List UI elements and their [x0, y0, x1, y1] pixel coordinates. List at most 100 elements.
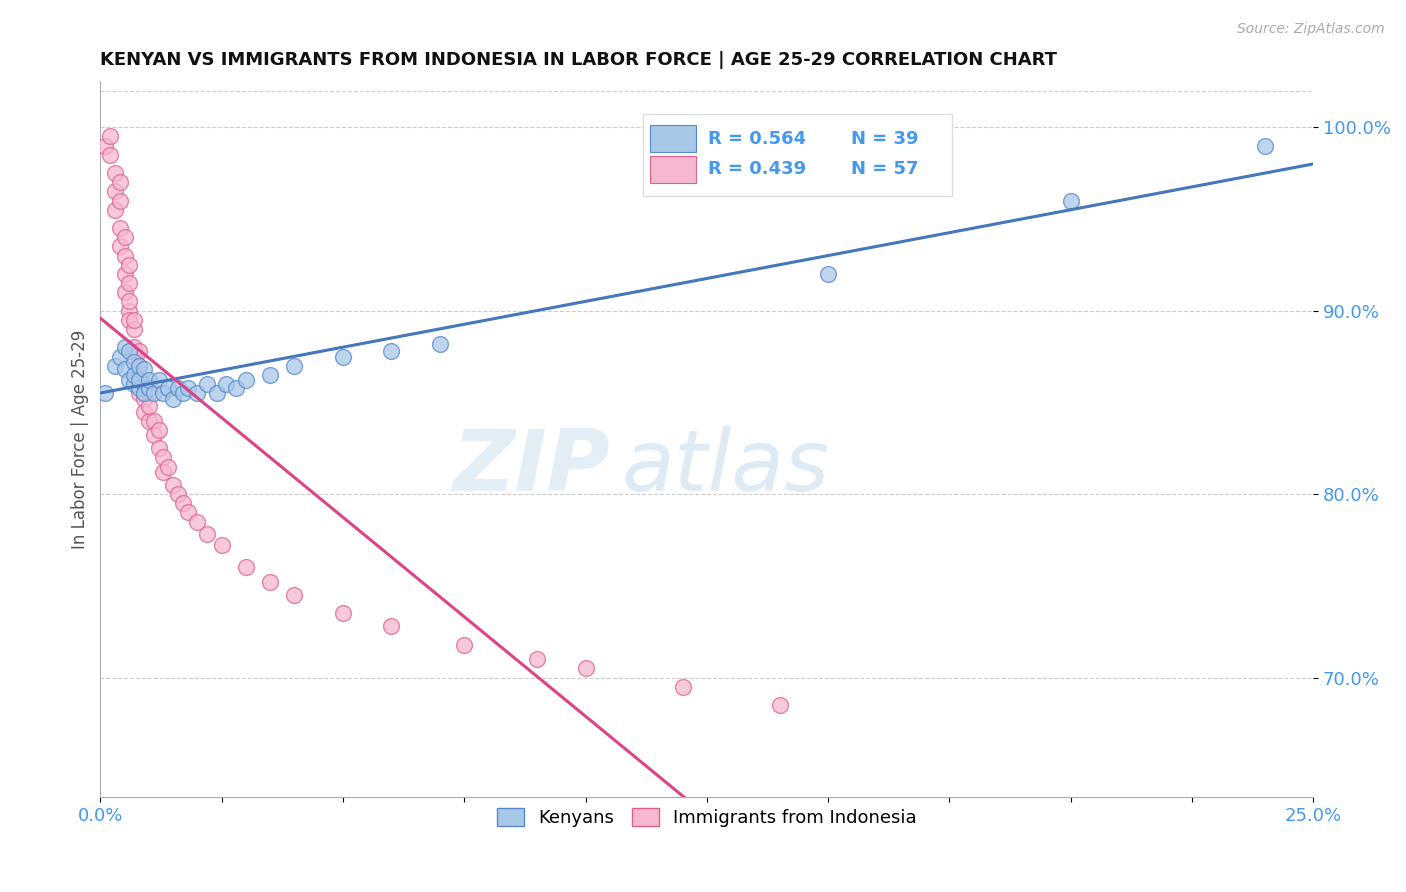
Point	[195, 527, 218, 541]
Point	[215, 377, 238, 392]
Point	[108, 175, 131, 189]
Point	[186, 515, 208, 529]
Point	[167, 381, 190, 395]
Text: atlas: atlas	[621, 426, 830, 509]
Point	[104, 166, 127, 180]
Point	[162, 392, 184, 406]
Point	[118, 373, 141, 387]
Point	[104, 185, 127, 199]
Point	[104, 359, 127, 373]
Y-axis label: In Labor Force | Age 25-29: In Labor Force | Age 25-29	[72, 329, 89, 549]
Point	[671, 680, 693, 694]
Point	[152, 386, 174, 401]
Point	[167, 487, 190, 501]
Point	[128, 381, 150, 395]
Point	[152, 450, 174, 465]
Point	[114, 249, 136, 263]
Point	[259, 575, 281, 590]
Point	[142, 386, 165, 401]
Point	[332, 607, 354, 621]
Point	[114, 285, 136, 300]
Point	[138, 414, 160, 428]
Point	[157, 381, 180, 395]
Point	[128, 359, 150, 373]
Point	[332, 350, 354, 364]
Point	[94, 138, 117, 153]
Point	[429, 336, 451, 351]
Point	[124, 313, 146, 327]
Point	[114, 267, 136, 281]
Point	[1060, 194, 1083, 208]
Point	[148, 423, 170, 437]
Point	[118, 294, 141, 309]
Text: Source: ZipAtlas.com: Source: ZipAtlas.com	[1237, 22, 1385, 37]
Point	[114, 362, 136, 376]
Point	[148, 442, 170, 456]
Legend: Kenyans, Immigrants from Indonesia: Kenyans, Immigrants from Indonesia	[489, 800, 924, 834]
Point	[132, 392, 155, 406]
Point	[114, 230, 136, 244]
Point	[380, 619, 402, 633]
Point	[132, 386, 155, 401]
Point	[162, 478, 184, 492]
Point	[128, 344, 150, 359]
Point	[128, 373, 150, 387]
Point	[186, 386, 208, 401]
Point	[148, 373, 170, 387]
Point	[118, 258, 141, 272]
Text: R = 0.564: R = 0.564	[709, 129, 806, 147]
Point	[205, 386, 228, 401]
Point	[142, 414, 165, 428]
Point	[380, 344, 402, 359]
Point	[132, 362, 155, 376]
Point	[768, 698, 790, 712]
Point	[118, 276, 141, 290]
Point	[195, 377, 218, 392]
Point	[124, 355, 146, 369]
Point	[104, 202, 127, 217]
Point	[98, 147, 121, 161]
FancyBboxPatch shape	[650, 156, 696, 183]
Point	[138, 381, 160, 395]
Point	[94, 386, 117, 401]
Point	[128, 373, 150, 387]
Point	[124, 350, 146, 364]
Point	[172, 496, 194, 510]
Point	[128, 386, 150, 401]
Point	[453, 638, 475, 652]
FancyBboxPatch shape	[650, 125, 696, 153]
Point	[114, 340, 136, 354]
FancyBboxPatch shape	[643, 113, 952, 196]
Point	[124, 340, 146, 354]
Point	[235, 373, 257, 387]
Point	[108, 350, 131, 364]
Point	[225, 381, 247, 395]
Point	[124, 322, 146, 336]
Text: N = 39: N = 39	[851, 129, 918, 147]
Point	[142, 428, 165, 442]
Point	[108, 221, 131, 235]
Point	[98, 129, 121, 144]
Text: N = 57: N = 57	[851, 161, 918, 178]
Point	[138, 386, 160, 401]
Point	[118, 303, 141, 318]
Point	[132, 377, 155, 392]
Point	[1254, 138, 1277, 153]
Point	[176, 505, 198, 519]
Point	[138, 399, 160, 413]
Text: R = 0.439: R = 0.439	[709, 161, 806, 178]
Point	[118, 344, 141, 359]
Text: KENYAN VS IMMIGRANTS FROM INDONESIA IN LABOR FORCE | AGE 25-29 CORRELATION CHART: KENYAN VS IMMIGRANTS FROM INDONESIA IN L…	[100, 51, 1057, 69]
Point	[128, 359, 150, 373]
Point	[817, 267, 839, 281]
Point	[211, 539, 233, 553]
Point	[108, 239, 131, 253]
Point	[526, 652, 548, 666]
Point	[157, 459, 180, 474]
Point	[259, 368, 281, 382]
Point	[176, 381, 198, 395]
Point	[124, 368, 146, 382]
Point	[235, 560, 257, 574]
Point	[172, 386, 194, 401]
Point	[283, 588, 305, 602]
